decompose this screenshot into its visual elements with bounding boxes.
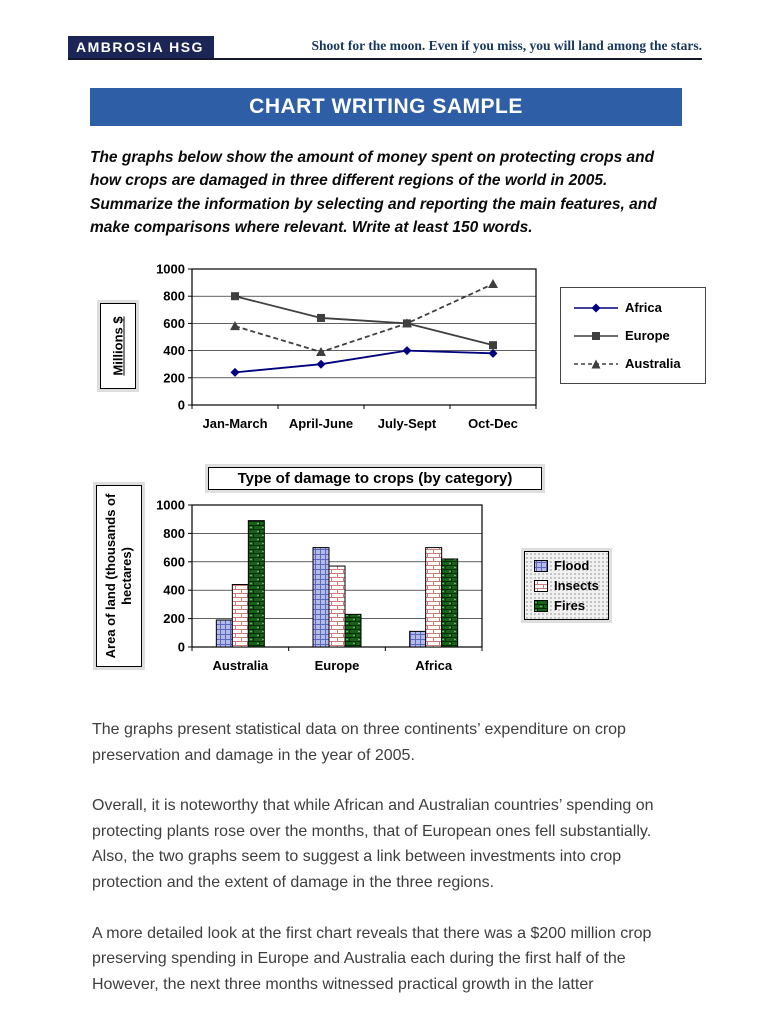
line-chart-figure: Millions $ 0 200 400 600 800 1000 Jan-March Apr… <box>96 257 716 455</box>
series-australia <box>230 278 498 356</box>
bar-chart-title: Type of damage to crops (by category) <box>208 467 542 490</box>
bar <box>312 547 330 648</box>
header-tagline: Shoot for the moon. Even if you miss, yo… <box>311 38 702 53</box>
y-tick-label: 400 <box>163 583 185 598</box>
y-axis: 0 200 400 600 800 1000 <box>156 262 192 413</box>
x-axis: Jan-March April-June July-Sept Oct-Dec <box>191 405 537 431</box>
legend-label: Africa <box>625 300 662 315</box>
x-tick-label: Africa <box>415 658 453 673</box>
y-tick-label: 600 <box>163 316 185 331</box>
legend-entry-africa: Africa <box>573 300 693 315</box>
legend-label: Fires <box>554 598 586 613</box>
y-axis: 0 200 400 600 800 1000 <box>156 498 192 655</box>
bar <box>231 584 249 648</box>
y-tick-label: 0 <box>178 398 185 413</box>
legend-entry-fires: Fires <box>534 598 599 613</box>
line-chart-plot: 0 200 400 600 800 1000 Jan-March April-June July… <box>156 262 537 431</box>
triangle-marker <box>316 346 326 356</box>
task-prompt: The graphs below show the amount of mone… <box>90 149 657 236</box>
y-tick-label: 200 <box>163 611 185 626</box>
y-tick-label: 0 <box>178 640 185 655</box>
triangle-marker <box>488 278 498 288</box>
y-tick-label: 400 <box>163 343 185 358</box>
square-marker-icon <box>574 331 618 340</box>
x-tick-label: April-June <box>289 416 353 431</box>
bar <box>425 547 443 648</box>
plot-border <box>191 268 537 406</box>
insects-swatch-icon <box>534 579 548 592</box>
bar-chart-figure: Type of damage to crops (by category) Ar… <box>96 467 716 691</box>
x-tick-label: Oct-Dec <box>468 416 518 431</box>
x-tick-label: Europe <box>315 658 360 673</box>
bar <box>247 520 265 648</box>
series-line <box>234 295 494 347</box>
company-logo: AMBROSIA HSG <box>68 36 214 58</box>
x-tick-label: July-Sept <box>378 416 437 431</box>
line-chart-y-axis-title: Millions $ <box>100 303 136 389</box>
y-tick-label: 800 <box>163 526 185 541</box>
triangle-marker <box>230 321 240 331</box>
bar-chart-y-axis-title: Area of land (thousands of hectares) <box>96 485 142 667</box>
diamond-marker <box>230 367 240 377</box>
bar <box>409 630 427 648</box>
series-fires <box>247 520 459 648</box>
bar <box>344 613 362 648</box>
triangle-marker-icon <box>574 359 618 368</box>
y-axis-title-text: Millions $ <box>110 316 126 376</box>
x-tick-label: Australia <box>213 658 269 673</box>
fires-swatch-icon <box>534 599 548 612</box>
essay-body: The graphs present statistical data on t… <box>92 717 682 997</box>
bar <box>441 558 459 648</box>
y-axis-title-text: Area of land (thousands of hectares) <box>102 493 134 659</box>
page-header: AMBROSIA HSG Shoot for the moon. Even if… <box>68 36 702 60</box>
diamond-marker <box>316 359 326 369</box>
series-line <box>234 283 494 353</box>
legend-entry-insects: Insects <box>534 578 599 593</box>
title-banner: CHART WRITING SAMPLE <box>90 88 682 126</box>
essay-paragraph: Overall, it is noteworthy that while Afr… <box>92 797 654 891</box>
square-marker <box>489 341 497 350</box>
series-insects <box>231 547 443 648</box>
legend-entry-flood: Flood <box>534 558 599 573</box>
legend-entry-australia: Australia <box>573 356 693 371</box>
bar-chart-plot: 0 200 400 600 800 1000 Australia Europe Africa <box>156 498 483 673</box>
y-tick-label: 1000 <box>156 262 185 277</box>
y-tick-label: 600 <box>163 554 185 569</box>
essay-paragraph: A more detailed look at the first chart … <box>92 924 652 993</box>
legend-entry-europe: Europe <box>573 328 693 343</box>
legend-label: Europe <box>625 328 670 343</box>
y-tick-label: 800 <box>163 289 185 304</box>
series-line <box>234 349 494 374</box>
essay-paragraph: The graphs present statistical data on t… <box>92 721 626 764</box>
bar <box>215 619 233 648</box>
y-tick-label: 200 <box>163 370 185 385</box>
x-tick-label: Jan-March <box>202 416 267 431</box>
flood-swatch-icon <box>534 559 548 572</box>
triangle-marker <box>402 318 412 328</box>
bar-chart-title-text: Type of damage to crops (by category) <box>237 470 513 487</box>
legend-label: Flood <box>554 558 590 573</box>
x-axis: Australia Europe Africa <box>191 647 483 673</box>
diamond-marker-icon <box>574 303 618 312</box>
y-tick-label: 1000 <box>156 498 185 513</box>
square-marker <box>231 292 239 301</box>
bar-chart-legend: Flood Insects Fires <box>524 551 609 620</box>
line-chart-legend: Africa Europe Australia <box>560 287 706 384</box>
bar <box>328 565 346 648</box>
square-marker <box>317 313 325 322</box>
legend-label: Insects <box>554 578 599 593</box>
series-africa <box>230 346 498 377</box>
diamond-marker <box>488 348 498 358</box>
diamond-marker <box>402 346 412 356</box>
page-title: CHART WRITING SAMPLE <box>249 95 523 118</box>
legend-label: Australia <box>625 356 681 371</box>
